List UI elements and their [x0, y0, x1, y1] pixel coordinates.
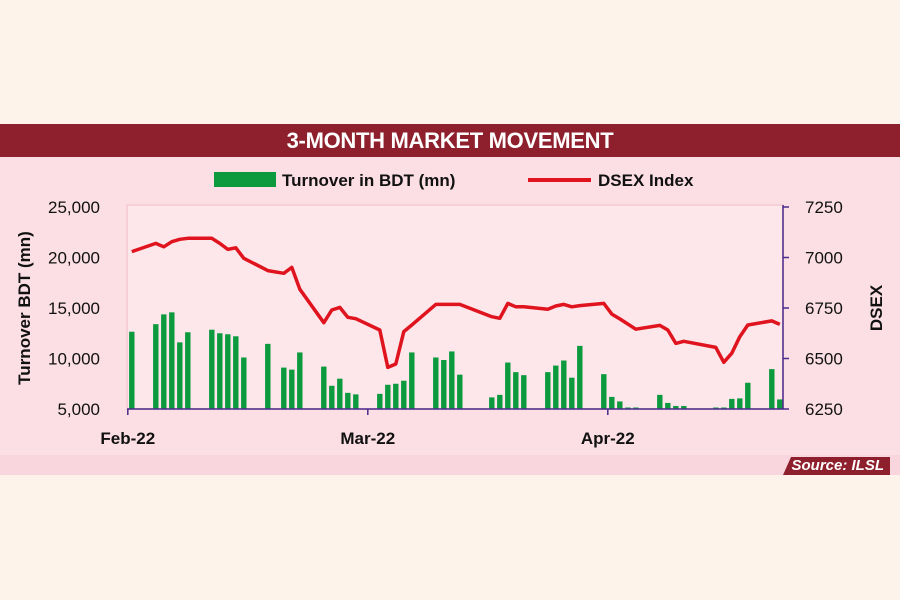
turnover-bar: [265, 343, 271, 409]
left-tick-label: 10,000: [48, 350, 100, 369]
month-label: Feb-22: [100, 429, 155, 448]
turnover-bar: [633, 407, 639, 409]
turnover-bar: [777, 399, 783, 409]
turnover-bar: [409, 352, 415, 409]
turnover-bar: [337, 378, 343, 409]
turnover-bar: [129, 331, 135, 409]
turnover-bar: [169, 312, 175, 409]
left-axis-title: Turnover BDT (mn): [15, 231, 34, 385]
turnover-bar: [241, 357, 247, 409]
turnover-bar: [545, 372, 551, 409]
turnover-bar: [233, 336, 239, 409]
turnover-bar: [377, 393, 383, 409]
turnover-bar: [177, 342, 183, 409]
turnover-bar: [745, 382, 751, 409]
right-tick-label: 6250: [805, 400, 843, 419]
turnover-bar: [433, 357, 439, 409]
turnover-bar: [161, 314, 167, 409]
footer-band: [0, 455, 900, 475]
left-tick-label: 15,000: [48, 299, 100, 318]
right-axis-title: DSEX: [867, 284, 886, 331]
month-label: Apr-22: [581, 429, 635, 448]
turnover-bar: [553, 365, 559, 409]
left-tick-label: 20,000: [48, 249, 100, 268]
turnover-bar: [505, 362, 511, 409]
legend-label-dsex: DSEX Index: [598, 171, 694, 190]
turnover-bar: [353, 394, 359, 409]
month-label: Mar-22: [340, 429, 395, 448]
turnover-bar: [153, 324, 159, 409]
right-tick-label: 6500: [805, 350, 843, 369]
turnover-bar: [289, 369, 295, 409]
left-tick-label: 25,000: [48, 198, 100, 217]
turnover-bar: [513, 372, 519, 409]
turnover-bar: [345, 392, 351, 409]
turnover-bar: [569, 377, 575, 409]
right-tick-label: 7250: [805, 198, 843, 217]
turnover-bar: [561, 360, 567, 409]
turnover-bar: [577, 345, 583, 409]
turnover-bar: [385, 384, 391, 409]
legend-swatch-turnover: [214, 172, 276, 187]
turnover-bar: [297, 352, 303, 409]
turnover-bar: [281, 367, 287, 409]
turnover-bar: [665, 402, 671, 409]
turnover-bar: [329, 385, 335, 409]
turnover-bar: [321, 366, 327, 409]
turnover-bar: [673, 405, 679, 409]
turnover-bar: [609, 396, 615, 409]
right-tick-label: 7000: [805, 249, 843, 268]
dsex-line: [131, 236, 781, 370]
turnover-bar: [441, 360, 447, 409]
legend-label-turnover: Turnover in BDT (mn): [282, 171, 455, 190]
turnover-bar: [601, 374, 607, 409]
turnover-bar: [681, 405, 687, 409]
turnover-bar: [489, 397, 495, 409]
chart-title: 3-MONTH MARKET MOVEMENT: [0, 124, 900, 157]
left-tick-label: 5,000: [57, 400, 100, 419]
turnover-bar: [657, 394, 663, 409]
turnover-bar: [497, 394, 503, 409]
right-tick-label: 6750: [805, 299, 843, 318]
turnover-bar: [225, 334, 231, 409]
turnover-bar: [449, 351, 455, 409]
source-label: Source: ILSL: [783, 457, 890, 475]
turnover-bar: [457, 374, 463, 409]
turnover-bar: [737, 398, 743, 409]
turnover-bar: [729, 398, 735, 409]
turnover-bar: [617, 401, 623, 409]
turnover-bar: [185, 332, 191, 409]
legend: Turnover in BDT (mn) DSEX Index: [214, 171, 694, 190]
turnover-bar: [521, 375, 527, 409]
turnover-bar: [393, 383, 399, 409]
turnover-bar: [209, 329, 215, 409]
turnover-bar: [217, 333, 223, 409]
turnover-bar: [401, 380, 407, 409]
turnover-bar: [769, 369, 775, 409]
